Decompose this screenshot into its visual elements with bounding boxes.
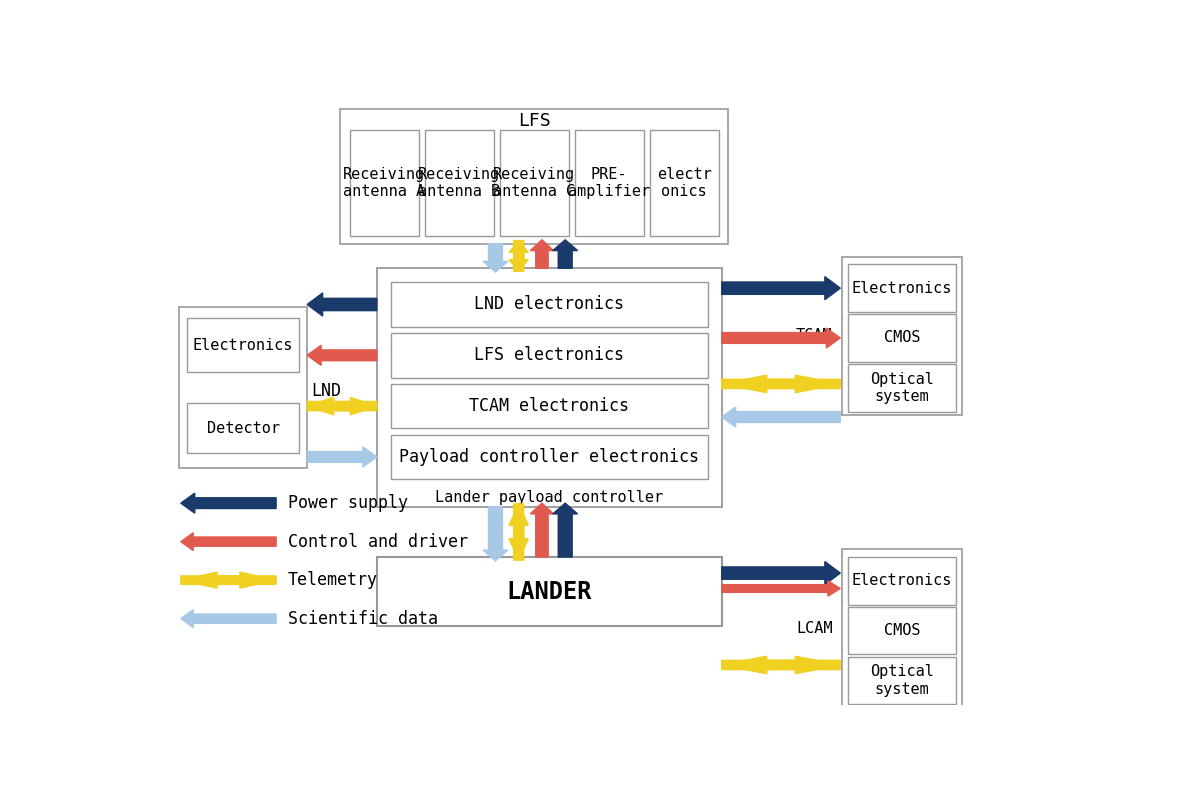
Text: LFS electronics: LFS electronics [474, 346, 624, 364]
Bar [842, 550, 962, 707]
FancyArrow shape [509, 241, 528, 272]
FancyArrow shape [722, 581, 841, 596]
Bar [848, 314, 956, 362]
FancyArrow shape [483, 244, 508, 272]
FancyArrow shape [722, 657, 841, 674]
Bar [377, 268, 722, 507]
FancyArrow shape [307, 293, 377, 316]
FancyArrow shape [180, 610, 276, 627]
FancyArrow shape [509, 241, 528, 272]
FancyArrow shape [722, 375, 841, 393]
Bar [848, 607, 956, 654]
Text: Power supply: Power supply [288, 494, 408, 512]
Text: Payload controller electronics: Payload controller electronics [400, 448, 700, 466]
Text: Lander payload controller: Lander payload controller [435, 490, 663, 505]
Text: Optical
system: Optical system [871, 664, 933, 697]
FancyArrow shape [530, 240, 554, 268]
Text: LCAM: LCAM [796, 621, 833, 636]
FancyArrow shape [722, 375, 841, 393]
Bar [187, 318, 299, 372]
Text: Telemetry: Telemetry [288, 571, 378, 589]
FancyArrow shape [722, 407, 841, 427]
Bar [377, 557, 722, 626]
Text: Control and driver: Control and driver [288, 533, 467, 550]
Text: Receiving
antenna C: Receiving antenna C [493, 167, 575, 200]
FancyArrow shape [307, 398, 377, 415]
Text: LND: LND [311, 383, 342, 401]
Text: Detector: Detector [206, 421, 280, 436]
FancyArrow shape [553, 503, 578, 557]
Text: Optical
system: Optical system [871, 371, 933, 404]
Bar [425, 131, 493, 236]
Bar [848, 557, 956, 604]
Text: Electronics: Electronics [852, 280, 952, 295]
FancyArrow shape [180, 493, 276, 513]
Text: TCAM: TCAM [796, 328, 833, 343]
Bar [391, 435, 708, 479]
Text: PRE-
amplifier: PRE- amplifier [568, 167, 650, 200]
FancyArrow shape [307, 447, 377, 467]
Bar [848, 265, 956, 312]
FancyArrow shape [530, 503, 554, 557]
Bar [848, 657, 956, 704]
FancyArrow shape [307, 345, 377, 365]
Bar [350, 131, 419, 236]
Text: Electronics: Electronics [852, 573, 952, 588]
Bar [650, 131, 719, 236]
FancyArrow shape [180, 572, 276, 588]
Text: CMOS: CMOS [884, 623, 920, 638]
Bar [391, 384, 708, 428]
FancyArrow shape [722, 328, 841, 348]
Text: Electronics: Electronics [193, 338, 293, 352]
Bar [187, 403, 299, 453]
Text: LANDER: LANDER [506, 580, 592, 604]
Bar [848, 364, 956, 412]
Text: electr
onics: electr onics [657, 167, 712, 200]
FancyArrow shape [722, 562, 841, 584]
Text: Receiving
antenna B: Receiving antenna B [419, 167, 500, 200]
Text: CMOS: CMOS [884, 330, 920, 345]
FancyArrow shape [180, 572, 276, 588]
Text: LND electronics: LND electronics [474, 295, 624, 314]
Text: Receiving
antenna A: Receiving antenna A [343, 167, 426, 200]
FancyArrow shape [722, 657, 841, 674]
Bar [391, 282, 708, 327]
FancyArrow shape [307, 398, 377, 415]
Text: TCAM electronics: TCAM electronics [470, 397, 630, 415]
FancyArrow shape [553, 240, 578, 268]
Bar [340, 109, 728, 244]
Text: Scientific data: Scientific data [288, 610, 438, 627]
Bar [842, 257, 962, 414]
Bar [391, 333, 708, 378]
FancyArrow shape [509, 504, 528, 560]
FancyArrow shape [509, 504, 528, 560]
Bar [179, 307, 307, 469]
Bar [575, 131, 644, 236]
FancyArrow shape [722, 276, 841, 299]
Bar [499, 131, 568, 236]
FancyArrow shape [180, 533, 276, 550]
FancyArrow shape [483, 507, 508, 561]
Text: LFS: LFS [518, 112, 550, 130]
